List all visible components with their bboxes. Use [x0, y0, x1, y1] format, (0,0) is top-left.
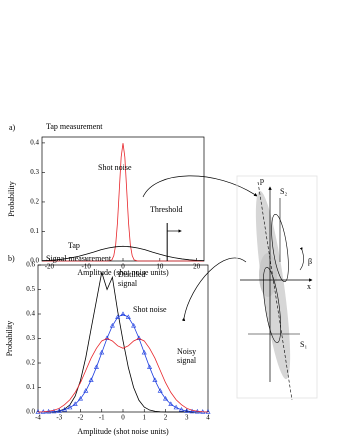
- x-axis-label: Amplitude (shot noise units): [77, 268, 169, 277]
- y-tick-label: 0.1: [26, 383, 35, 391]
- series-line: [38, 313, 208, 413]
- series-line: [41, 245, 205, 262]
- annotation: Noisy: [177, 347, 196, 356]
- marker: [136, 335, 142, 340]
- diagram-label: S₁: [300, 340, 307, 349]
- diagram-frame: [236, 175, 318, 399]
- annotation: signal: [177, 356, 197, 365]
- diagram-label: β: [308, 257, 312, 266]
- y-tick-label: 0.2: [30, 198, 39, 206]
- annotation: Distilled: [118, 270, 146, 279]
- phase-space-diagram: p S₂ β x S₁: [236, 175, 318, 401]
- connector-arrow: [142, 175, 258, 198]
- marker: [51, 408, 57, 414]
- diagram-label: x: [307, 282, 311, 291]
- x-tick-label: 2: [164, 414, 168, 422]
- x-tick-label: 1: [143, 414, 147, 422]
- annotation: Shot noise: [98, 163, 132, 172]
- marker: [88, 377, 94, 382]
- ellipse: [271, 214, 289, 282]
- annotation: Shot noise: [133, 305, 167, 314]
- marker: [152, 377, 158, 382]
- panel-label: a): [9, 123, 16, 132]
- plot-frame: [41, 136, 205, 262]
- x-axis-label: Amplitude (shot noise units): [77, 427, 169, 436]
- angle-arrow: [299, 247, 304, 271]
- marker: [77, 395, 84, 401]
- marker: [168, 401, 174, 406]
- marker: [120, 311, 126, 316]
- marker: [131, 322, 137, 328]
- y-tick-label: 0.2: [26, 359, 35, 367]
- marker: [83, 388, 89, 393]
- x-tick-label: -3: [56, 414, 62, 422]
- x-tick-label: 10: [156, 263, 164, 271]
- annotation: signal: [118, 279, 138, 288]
- marker: [125, 314, 131, 319]
- y-tick-label: 0.3: [30, 168, 39, 176]
- annotation: Threshold: [150, 205, 182, 214]
- x-tick-label: 0: [121, 414, 125, 422]
- x-tick-label: -1: [99, 414, 105, 422]
- ellipse: [262, 267, 282, 343]
- y-tick-label: 0.0: [30, 257, 39, 265]
- marker: [189, 408, 195, 414]
- series-line: [38, 272, 208, 413]
- series-line: [37, 338, 209, 413]
- x-tick-label: -20: [45, 263, 55, 271]
- marker: [115, 314, 121, 319]
- y-tick-label: 0.6: [26, 261, 35, 269]
- x-tick-label: -4: [35, 414, 41, 422]
- diagram-label: S₂: [280, 187, 287, 196]
- marker: [157, 388, 163, 393]
- y-tick-label: 0.3: [26, 334, 35, 342]
- annotation: Tap: [68, 241, 80, 250]
- x-tick-label: 20: [193, 263, 201, 271]
- marker: [162, 395, 169, 401]
- marker: [178, 406, 184, 412]
- gray-lobe: [259, 253, 277, 297]
- y-tick-label: 0.5: [26, 285, 35, 293]
- y-tick-label: 0.1: [30, 227, 39, 235]
- y-tick-label: 0.4: [30, 139, 39, 147]
- connector-arrow: [181, 257, 247, 322]
- x-tick-label: 3: [185, 414, 189, 422]
- x-tick-label: 4: [206, 414, 210, 422]
- marker: [62, 406, 68, 412]
- y-axis-label: Probability: [5, 321, 14, 357]
- x-tick-label: -2: [78, 414, 84, 422]
- marker: [67, 404, 73, 410]
- x-tick-label: -10: [82, 263, 92, 271]
- series-line: [42, 143, 204, 262]
- marker: [147, 364, 153, 369]
- marker: [141, 349, 147, 355]
- rotated-axis: [257, 181, 293, 401]
- x-tick-label: 0: [121, 263, 125, 271]
- chart-title: Tap measurement: [46, 122, 103, 131]
- marker: [173, 404, 179, 410]
- marker: [104, 335, 110, 340]
- panel-label: b): [8, 254, 15, 263]
- plot-frame: [37, 264, 209, 413]
- y-tick-label: 0.4: [26, 310, 35, 318]
- marker: [72, 401, 78, 406]
- diagram-label: p: [260, 176, 264, 185]
- marker: [56, 408, 62, 413]
- marker: [184, 408, 190, 413]
- y-axis-label: Probability: [7, 181, 16, 217]
- marker: [93, 364, 99, 369]
- marker: [109, 322, 115, 328]
- y-tick-label: 0.0: [26, 408, 35, 416]
- marker: [99, 349, 105, 355]
- chart-title: Signal measurement: [46, 254, 112, 263]
